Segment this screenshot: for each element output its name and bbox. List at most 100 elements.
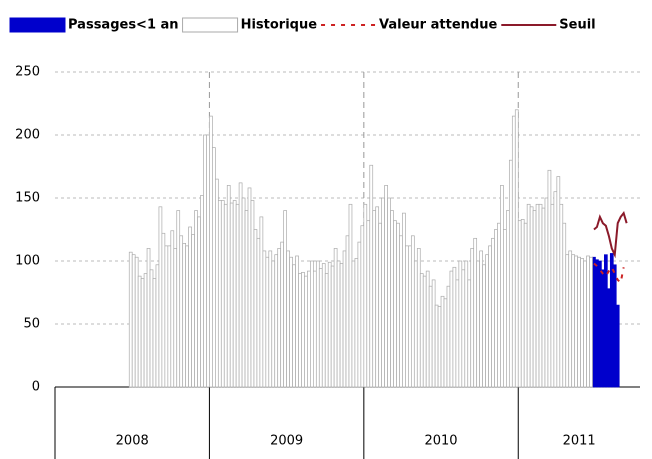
bar <box>476 260 480 388</box>
bar <box>408 245 412 388</box>
bar <box>479 250 483 388</box>
bar <box>173 248 178 388</box>
bar <box>461 269 466 388</box>
bar <box>131 254 136 388</box>
bar <box>455 279 460 388</box>
legend-swatch <box>182 17 239 33</box>
bar <box>143 273 148 388</box>
y-tick-label: 50 <box>23 317 40 332</box>
bar <box>274 254 279 388</box>
bar <box>212 147 216 388</box>
bar <box>467 279 472 388</box>
bar <box>446 285 451 388</box>
bar <box>598 260 602 388</box>
bar <box>149 269 154 388</box>
bar <box>188 226 192 388</box>
bar <box>562 222 567 388</box>
bar <box>396 222 400 388</box>
bar <box>615 304 620 388</box>
legend-label: Seuil <box>559 18 595 33</box>
bar <box>128 251 133 388</box>
x-tick-label: 2009 <box>270 434 303 449</box>
bar <box>375 206 380 388</box>
bar <box>428 285 433 388</box>
x-tick-label: 2008 <box>116 434 149 449</box>
bar <box>586 255 590 388</box>
bar <box>241 197 246 388</box>
bar <box>419 273 424 388</box>
bar <box>336 260 341 388</box>
bar <box>354 258 359 388</box>
bar <box>592 256 596 388</box>
bar <box>301 271 305 388</box>
y-tick-label: 150 <box>15 191 40 206</box>
bar <box>437 306 442 388</box>
bar <box>494 229 498 388</box>
bar <box>152 278 157 388</box>
bar <box>321 263 326 388</box>
bar <box>339 263 344 388</box>
bar <box>253 229 258 388</box>
bar <box>384 185 388 388</box>
y-tick-label: 100 <box>15 254 40 269</box>
bar <box>517 220 522 388</box>
legend-label: Valeur attendue <box>379 18 497 33</box>
bar <box>158 206 163 388</box>
bar <box>315 260 320 388</box>
bar <box>363 203 368 388</box>
bar <box>250 200 255 388</box>
bar <box>351 260 356 388</box>
bar <box>298 273 302 388</box>
bar <box>500 185 504 388</box>
bar <box>137 275 142 388</box>
bar <box>318 268 323 388</box>
bar <box>182 243 187 388</box>
bar <box>544 197 549 388</box>
bar <box>333 248 338 388</box>
bar <box>601 269 605 388</box>
bar <box>571 254 576 388</box>
bar <box>485 254 489 388</box>
bar <box>170 230 175 388</box>
bar <box>289 256 293 388</box>
line <box>593 262 625 285</box>
bar <box>307 270 311 388</box>
y-tick-label: 250 <box>15 65 40 80</box>
bar <box>529 206 534 388</box>
bar <box>464 260 469 388</box>
bar <box>164 245 169 388</box>
bar <box>366 220 371 388</box>
bar <box>238 182 243 388</box>
bar <box>292 264 296 388</box>
bar <box>304 275 308 388</box>
bar <box>342 250 347 388</box>
bar <box>256 237 261 388</box>
line <box>593 210 628 259</box>
x-tick-label: 2011 <box>563 434 596 449</box>
bar <box>197 216 201 388</box>
bar <box>345 235 350 388</box>
bar <box>574 255 578 388</box>
bar <box>387 197 391 388</box>
bar <box>348 203 353 388</box>
bar <box>203 134 207 388</box>
bar <box>313 270 317 388</box>
bar <box>399 235 403 388</box>
bar <box>612 264 617 388</box>
bar <box>553 191 558 388</box>
bar <box>565 254 570 388</box>
bar <box>583 260 587 388</box>
bar <box>488 245 492 388</box>
bar <box>506 210 510 388</box>
bar <box>520 219 525 388</box>
bar <box>277 248 282 388</box>
bar <box>568 250 573 388</box>
bar <box>390 210 394 388</box>
bar <box>206 134 210 388</box>
bar <box>434 304 439 388</box>
bar <box>176 210 181 388</box>
bar <box>416 248 421 388</box>
bar <box>422 275 427 388</box>
bar <box>226 185 231 388</box>
